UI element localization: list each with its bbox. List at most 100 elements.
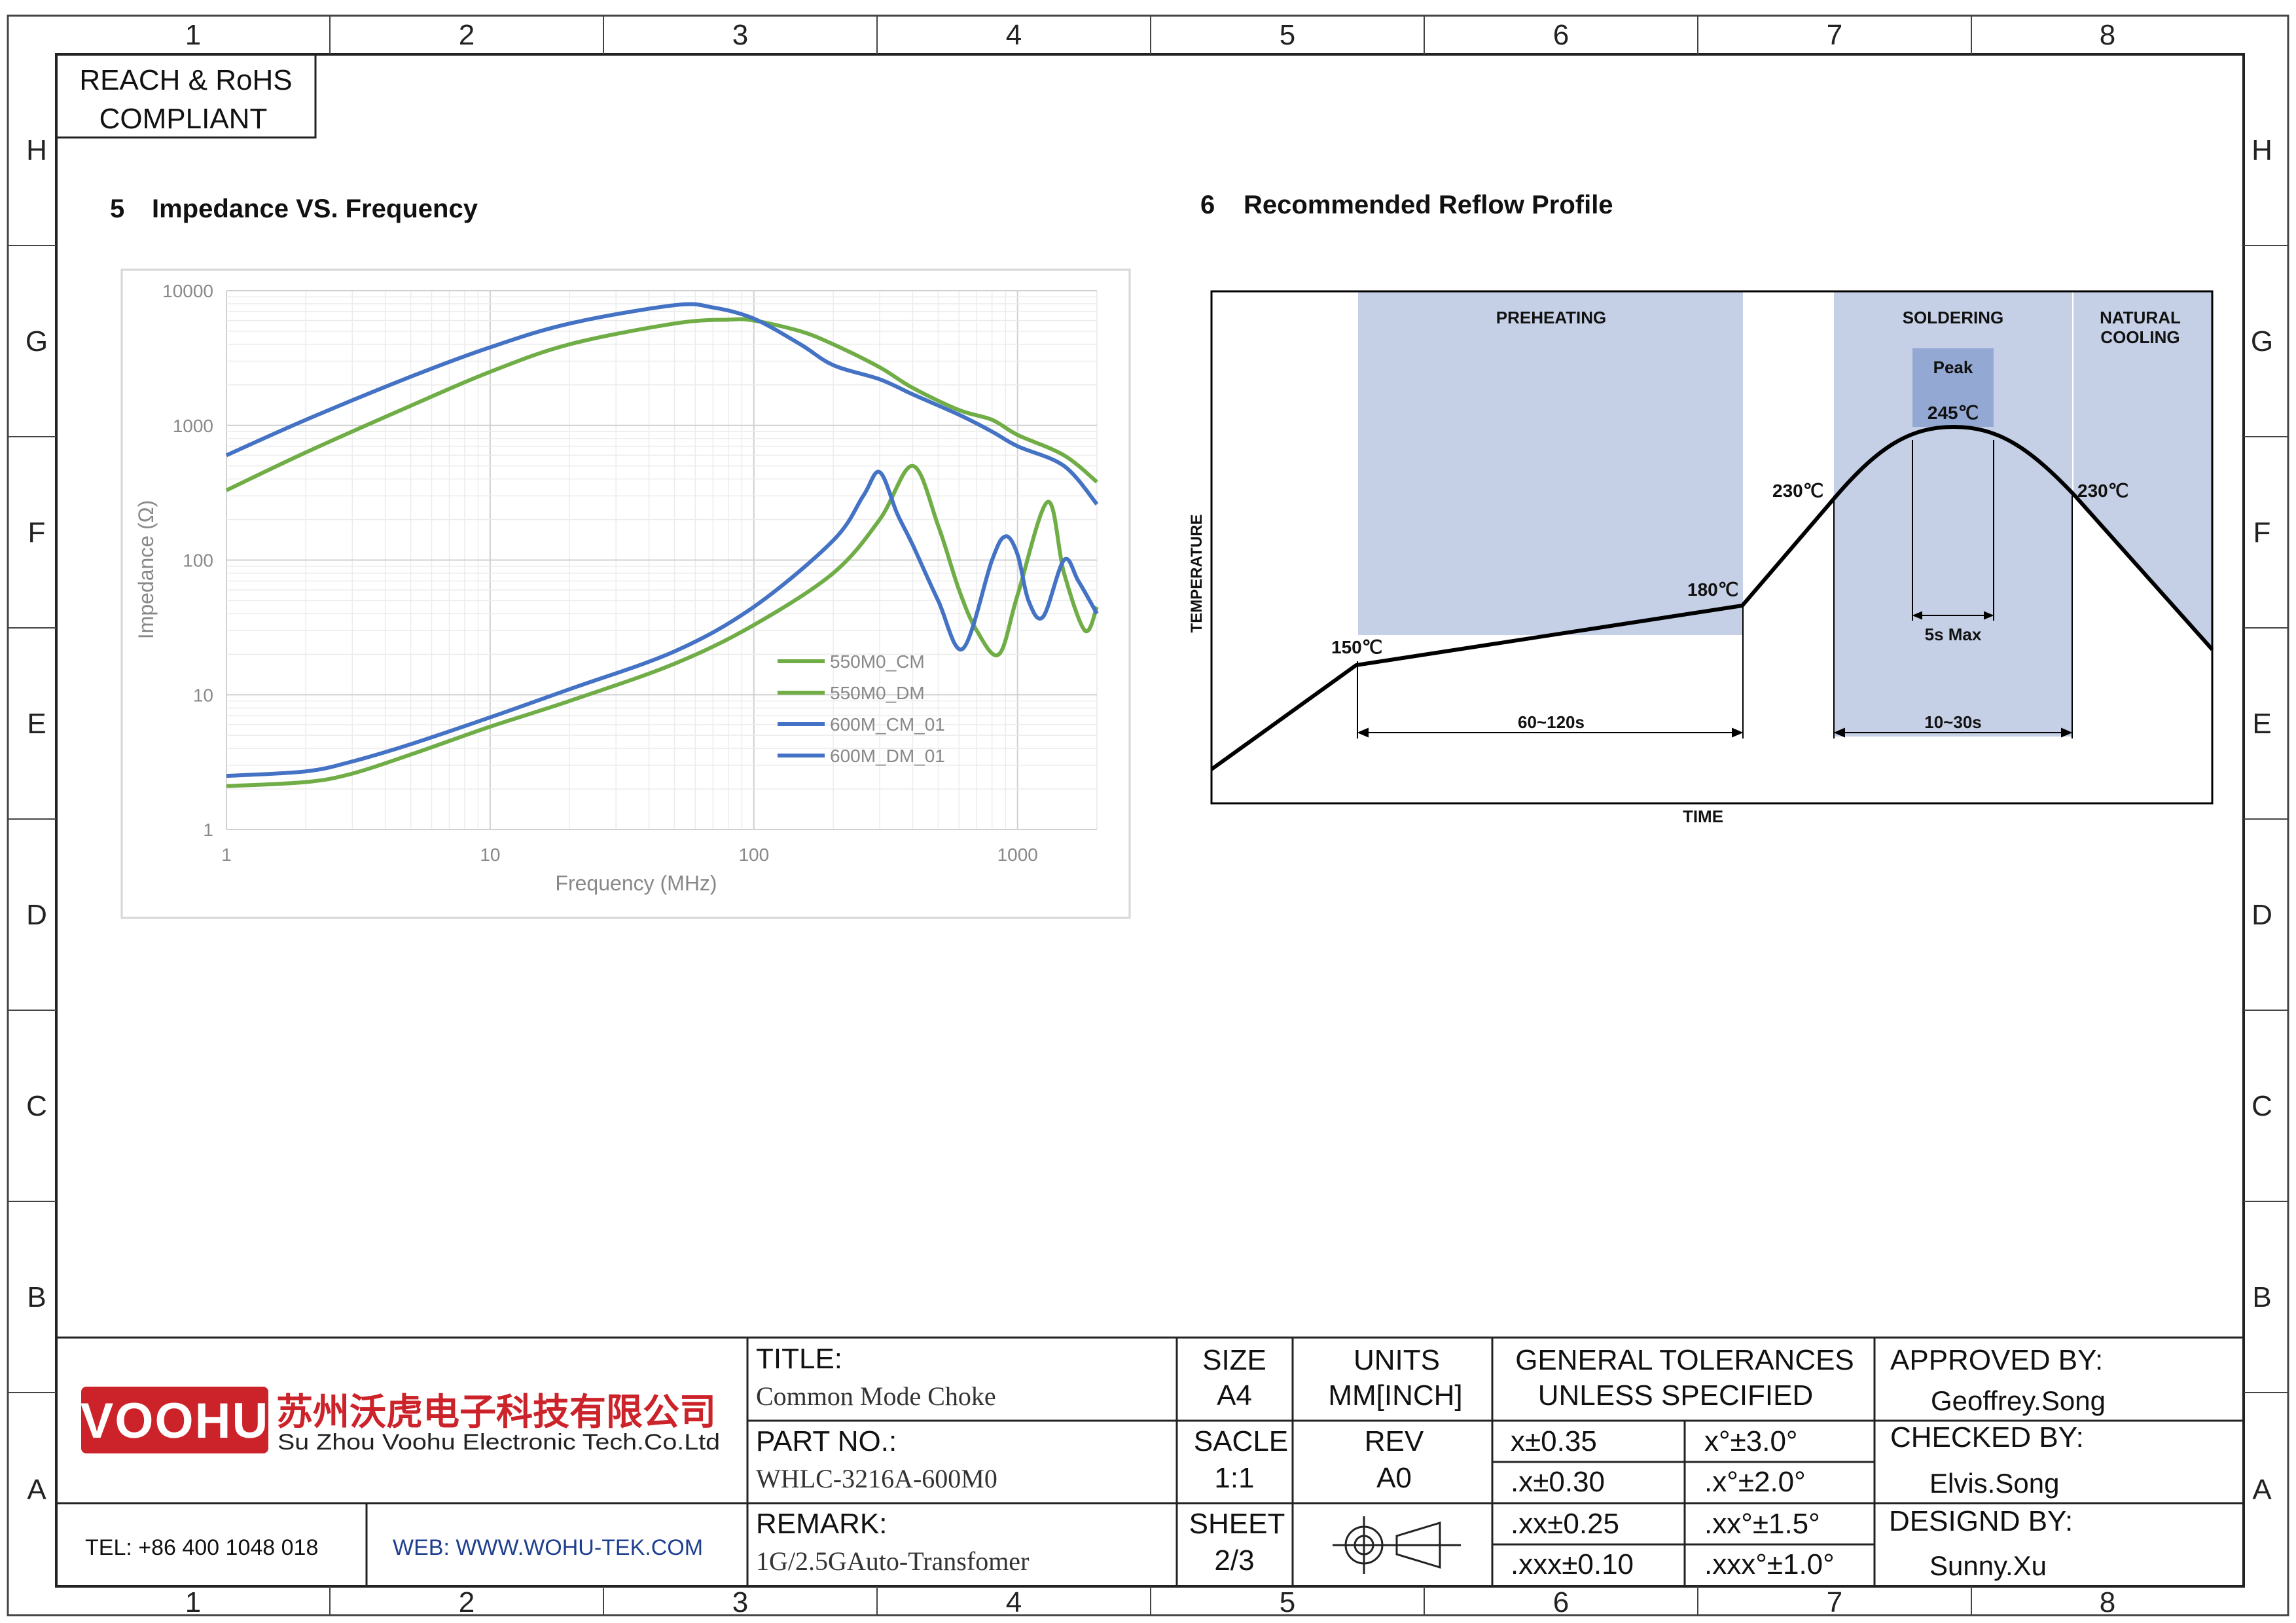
- frame-row-label: G: [2251, 325, 2273, 357]
- compliance-line1: REACH & RoHS: [79, 64, 292, 96]
- frame-column-label: 6: [1553, 1586, 1569, 1618]
- company-name-en: Su Zhou Voohu Electronic Tech.Co.Ltd: [278, 1430, 720, 1455]
- legend-label: 600M_DM_01: [830, 746, 945, 766]
- compliance-line2: COMPLIANT: [99, 103, 268, 135]
- chart-x-tick-label: 100: [738, 845, 769, 865]
- reflow-frame: [1210, 290, 2214, 805]
- frame-row-label: B: [2252, 1281, 2271, 1313]
- reflow-y-axis-label: TEMPERATURE: [1188, 515, 1206, 633]
- sheet-value: 2/3: [1214, 1544, 1254, 1577]
- tolerance-angular: x°±3.0°: [1704, 1425, 1798, 1457]
- part-number-value: WHLC-3216A-600M0: [756, 1464, 997, 1493]
- series-line-550m0-dm: [226, 464, 1099, 788]
- reflow-duration-soldering: 10~30s: [1924, 712, 1981, 732]
- frame-row-label: F: [2253, 517, 2271, 549]
- chart-x-tick-label: 1: [221, 845, 232, 865]
- frame-row-label: B: [27, 1281, 46, 1313]
- frame-column-label: 7: [1827, 19, 1842, 51]
- impedance-chart: 1 10 100 1000 1 10 100 1000 10000 Frequency (MHz…: [120, 268, 1131, 919]
- frame-column-label: 1: [185, 19, 201, 51]
- reflow-zone-cooling-label-1: NATURAL: [2100, 308, 2181, 327]
- legend-label: 550M0_DM: [830, 683, 925, 703]
- reflow-profile-curve: [1210, 425, 2214, 771]
- tolerance-table: x±0.35 x°±3.0° .x±0.30 .x°±2.0° .xx±0.25 .xx°…: [1511, 1425, 1835, 1580]
- chart-y-tick-label: 1: [203, 820, 213, 840]
- frame-column-label: 4: [1006, 19, 1022, 51]
- frame-row-label: D: [2251, 899, 2272, 931]
- frame-zone-marks: [8, 16, 2288, 1615]
- approved-by-label: APPROVED BY:: [1890, 1344, 2103, 1376]
- frame-column-label: 8: [2100, 19, 2115, 51]
- sheet-label: SHEET: [1189, 1508, 1285, 1540]
- reflow-label-150: 150℃: [1331, 637, 1382, 657]
- part-number-label: PART NO.:: [756, 1425, 897, 1457]
- size-label: SIZE: [1202, 1344, 1266, 1376]
- projection-symbol-icon: [1333, 1516, 1461, 1574]
- frame-row-label: C: [2251, 1090, 2272, 1122]
- designed-by-value: Sunny.Xu: [1929, 1550, 2047, 1581]
- remark-label: REMARK:: [756, 1508, 887, 1540]
- series-line-600m-cm-01: [225, 302, 1099, 506]
- reflow-zone-soldering-label: SOLDERING: [1903, 308, 2004, 327]
- reflow-section-heading: 6 Recommended Reflow Profile: [1200, 191, 1613, 219]
- frame-row-label: C: [26, 1090, 47, 1122]
- chart-y-tick-label: 100: [183, 551, 213, 571]
- designed-by-label: DESIGND BY:: [1889, 1505, 2073, 1537]
- chart-series-lines: [225, 302, 1099, 788]
- outer-border: [7, 14, 2289, 1616]
- tolerance-title-1: GENERAL TOLERANCES: [1515, 1344, 1854, 1376]
- compliance-box: REACH & RoHS COMPLIANT: [56, 53, 317, 139]
- frame-column-label: 3: [732, 19, 748, 51]
- title-value: Common Mode Choke: [756, 1381, 996, 1411]
- logo-text: VOOHU: [81, 1393, 270, 1449]
- reflow-diagram: PREHEATING SOLDERING NATURAL COOLING Pea…: [1188, 290, 2214, 826]
- reflow-label-230-rise: 230℃: [1772, 481, 1823, 501]
- impedance-section-title: Impedance VS. Frequency: [152, 194, 478, 223]
- reflow-guides: [1357, 440, 2073, 739]
- frame-column-label: 2: [459, 19, 475, 51]
- reflow-zone-preheating-label: PREHEATING: [1496, 308, 1607, 327]
- tolerance-title-2: UNLESS SPECIFIED: [1538, 1379, 1814, 1412]
- frame-column-label: 4: [1006, 1586, 1022, 1618]
- chart-y-axis-label: Impedance (Ω): [134, 500, 158, 639]
- reflow-section-number: 6: [1200, 191, 1215, 219]
- reflow-label-245: 245℃: [1928, 403, 1979, 423]
- frame-row-label: A: [2252, 1474, 2272, 1506]
- checked-by-label: CHECKED BY:: [1890, 1421, 2084, 1453]
- tolerance-angular: .xx°±1.5°: [1704, 1508, 1820, 1540]
- legend-label: 550M0_CM: [830, 651, 925, 672]
- reflow-duration-preheat: 60~120s: [1518, 712, 1585, 732]
- frame-row-label: E: [27, 708, 46, 740]
- chart-frame: [120, 268, 1131, 919]
- reflow-x-axis-label: TIME: [1683, 807, 1723, 826]
- rev-value: A0: [1376, 1462, 1412, 1494]
- chart-gridlines: [226, 290, 1098, 830]
- scale-label: SACLE: [1194, 1425, 1288, 1457]
- units-label: UNITS: [1354, 1344, 1440, 1376]
- tolerance-angular: .xxx°±1.0°: [1704, 1548, 1835, 1580]
- chart-x-tick-label: 1000: [997, 845, 1038, 865]
- impedance-section-heading: 5 Impedance VS. Frequency: [110, 194, 478, 223]
- remark-value: 1G/2.5GAuto-Transfomer: [756, 1546, 1029, 1576]
- title-label: TITLE:: [756, 1343, 842, 1375]
- frame-column-label: 2: [459, 1586, 475, 1618]
- reflow-label-230-fall: 230℃: [2077, 481, 2128, 501]
- frame-column-label: 3: [732, 1586, 748, 1618]
- units-value: MM[INCH]: [1328, 1379, 1462, 1412]
- reflow-dimension-arrows: [1357, 611, 2073, 738]
- tolerance-linear: .xxx±0.10: [1511, 1548, 1634, 1580]
- approved-by-value: Geoffrey.Song: [1931, 1385, 2106, 1416]
- tolerance-angular: .x°±2.0°: [1704, 1466, 1806, 1498]
- company-logo: VOOHU: [81, 1387, 270, 1453]
- reflow-duration-peak: 5s Max: [1925, 625, 1982, 644]
- frame-row-label: G: [26, 325, 48, 357]
- frame-row-label: H: [26, 134, 47, 166]
- legend-label: 600M_CM_01: [830, 714, 945, 735]
- checked-by-value: Elvis.Song: [1929, 1468, 2059, 1499]
- impedance-section-number: 5: [110, 194, 124, 223]
- reflow-label-180: 180℃: [1687, 579, 1738, 600]
- reflow-zone-natural-cooling: [2073, 291, 2212, 649]
- frame-row-label: E: [2252, 708, 2271, 740]
